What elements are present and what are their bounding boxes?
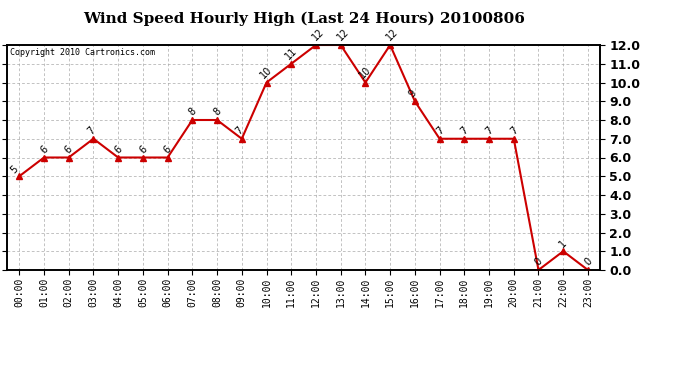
Text: 6: 6 xyxy=(162,144,173,155)
Text: Wind Speed Hourly High (Last 24 Hours) 20100806: Wind Speed Hourly High (Last 24 Hours) 2… xyxy=(83,12,524,26)
Text: 12: 12 xyxy=(310,27,326,43)
Text: 8: 8 xyxy=(212,106,223,118)
Text: 12: 12 xyxy=(384,27,400,43)
Text: 7: 7 xyxy=(484,125,495,136)
Text: 6: 6 xyxy=(112,144,124,155)
Text: 7: 7 xyxy=(509,125,520,136)
Text: 7: 7 xyxy=(85,125,97,136)
Text: 7: 7 xyxy=(459,125,471,136)
Text: 7: 7 xyxy=(233,125,245,136)
Text: 10: 10 xyxy=(357,64,373,80)
Text: 7: 7 xyxy=(434,125,446,136)
Text: 1: 1 xyxy=(558,238,569,249)
Text: 9: 9 xyxy=(406,88,418,99)
Text: 10: 10 xyxy=(258,64,274,80)
Text: 12: 12 xyxy=(335,27,351,43)
Text: 8: 8 xyxy=(187,106,198,118)
Text: Copyright 2010 Cartronics.com: Copyright 2010 Cartronics.com xyxy=(10,48,155,57)
Text: 0: 0 xyxy=(533,256,544,268)
Text: 6: 6 xyxy=(63,144,75,155)
Text: 5: 5 xyxy=(8,164,19,176)
Text: 0: 0 xyxy=(582,256,594,268)
Text: 11: 11 xyxy=(283,46,299,62)
Text: 6: 6 xyxy=(39,144,50,155)
Text: 6: 6 xyxy=(137,144,149,155)
